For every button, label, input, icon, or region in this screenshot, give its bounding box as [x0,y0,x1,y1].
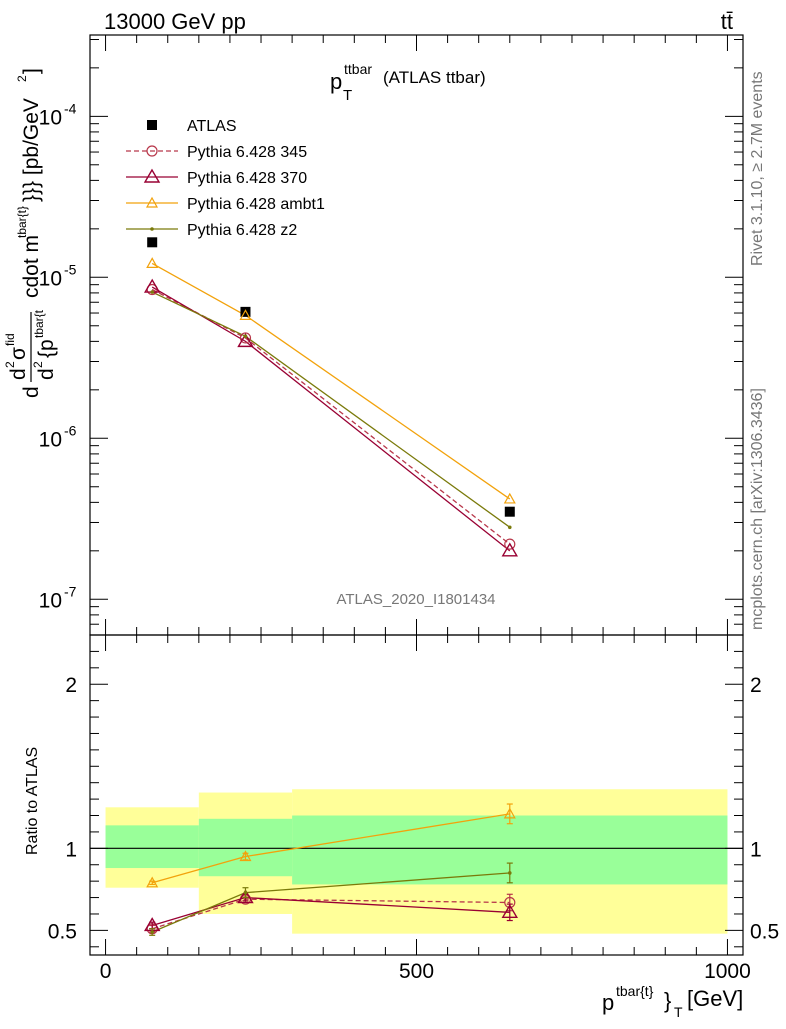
svg-text:d: d [20,386,43,398]
svg-text:d: d [35,368,58,380]
bottom-y-tick-label-right: 0.5 [750,920,779,943]
bottom-y-tick-label-right: 1 [750,838,762,861]
bottom-y-tick-label: 2 [65,674,77,697]
svg-text:2: 2 [3,361,17,368]
data-point-4 [507,525,512,530]
legend-label: Pythia 6.428 z2 [187,222,297,239]
ratio-bands [90,789,743,934]
series-line-3 [151,262,511,500]
svg-text:tbar{t: tbar{t [32,309,46,338]
svg-text:p: p [602,990,614,1015]
svg-text:cdot m: cdot m [20,235,43,298]
data-point-4 [243,334,248,339]
series-line-2 [151,286,511,552]
data-point-2 [501,542,519,557]
title-sup: ttbar [344,61,372,77]
ratio-point-2 [146,876,159,888]
data-point-1 [239,332,252,344]
svg-text:tbar{t}: tbar{t} [15,206,29,238]
svg-text:2: 2 [15,75,29,82]
data-point-0 [504,506,515,517]
top-y-axis-label: d d 2 σ fid d 2 {p tbar{t cdot m tbar{t}… [3,68,58,398]
bottom-y-tick-label-right: 2 [750,674,762,697]
data-point-0 [147,237,158,248]
top-y-tick-exponent: -4 [64,100,77,116]
series-markers [143,237,519,936]
ratio-point-1 [501,903,519,919]
legend-label: Pythia 6.428 370 [187,170,307,187]
mcplots-label: mcplots.cern.ch [arXiv:1306.3436] [749,388,766,630]
axis-ticks [90,35,743,955]
svg-text:{p: {p [35,339,58,358]
svg-text:[GeV]: [GeV] [687,986,743,1011]
analysis-watermark: ATLAS_2020_I1801434 [336,591,495,608]
svg-text:]: ] [20,68,43,74]
bottom-y-tick-label: 1 [65,838,77,861]
svg-text:tbar{t}: tbar{t} [616,983,654,999]
legend-label: Pythia 6.428 345 [187,144,307,161]
x-axis-label: p tbar{t} } T [GeV] [602,983,743,1020]
title-rest: (ATLAS ttbar) [383,68,486,87]
data-point-1 [504,538,516,550]
svg-text:σ: σ [7,347,30,360]
x-tick-label: 1000 [704,960,751,983]
bottom-frame [89,634,744,956]
svg-text:}: } [664,988,671,1013]
top-y-tick-exponent: -7 [64,583,77,599]
svg-text:d: d [7,368,30,380]
ratio-point-3 [243,890,248,895]
top-y-tick-label: 10 [39,428,62,451]
bottom-y-tick-label: 0.5 [48,920,77,943]
top-y-tick-label: 10 [39,589,62,612]
legend-marker [146,145,158,157]
process-label: tt̄ [721,9,733,34]
svg-text:}}} [pb/GeV: }}} [pb/GeV [20,98,43,202]
series-line-1 [151,288,511,545]
title-main: p [330,69,342,94]
ratio-point-3 [150,930,154,934]
plot-title: p T ttbar (ATLAS ttbar) [330,61,486,104]
bottom-y-axis-label: Ratio to ATLAS [24,747,41,855]
data-point-3 [503,492,516,504]
ratio-point-3 [507,871,512,875]
svg-text:fid: fid [3,333,17,346]
rivet-label: Rivet 3.1.10, ≥ 2.7M events [749,71,766,266]
ratio-inner-band [105,825,199,869]
axis-tick-labels: 10-710-610-510 -40.5 0.51 12 20 500 1000 [39,100,780,983]
top-y-tick-label: 10 [39,267,62,290]
legend-marker [150,227,154,231]
data-point-3 [239,309,252,320]
ratio-point-2 [503,807,516,819]
x-tick-label: 500 [399,960,434,983]
svg-text:T: T [674,1004,683,1020]
data-point-3 [146,257,159,269]
svg-text:2: 2 [31,361,45,368]
ratio-point-1 [237,889,254,904]
top-y-tick-exponent: -6 [64,422,77,438]
top-y-tick-label: 10 [39,106,62,129]
data-point-2 [237,332,254,348]
data-point-4 [150,290,154,294]
legend-label: ATLAS [187,118,237,135]
legend: ATLAS Pythia 6.428 345 Pythia 6.428 370 Pyt… [126,118,325,239]
legend-marker [143,168,161,183]
ratio-inner-band [198,818,293,877]
ratio-point-2 [239,850,252,862]
top-y-tick-exponent: -5 [64,261,77,277]
x-tick-label: 0 [100,960,112,983]
legend-marker [145,196,159,208]
data-point-0 [240,306,251,317]
energy-label: 13000 GeV pp [104,9,246,34]
title-sub: T [343,87,352,104]
legend-label: Pythia 6.428 ambt1 [187,196,325,213]
legend-marker [147,120,157,130]
